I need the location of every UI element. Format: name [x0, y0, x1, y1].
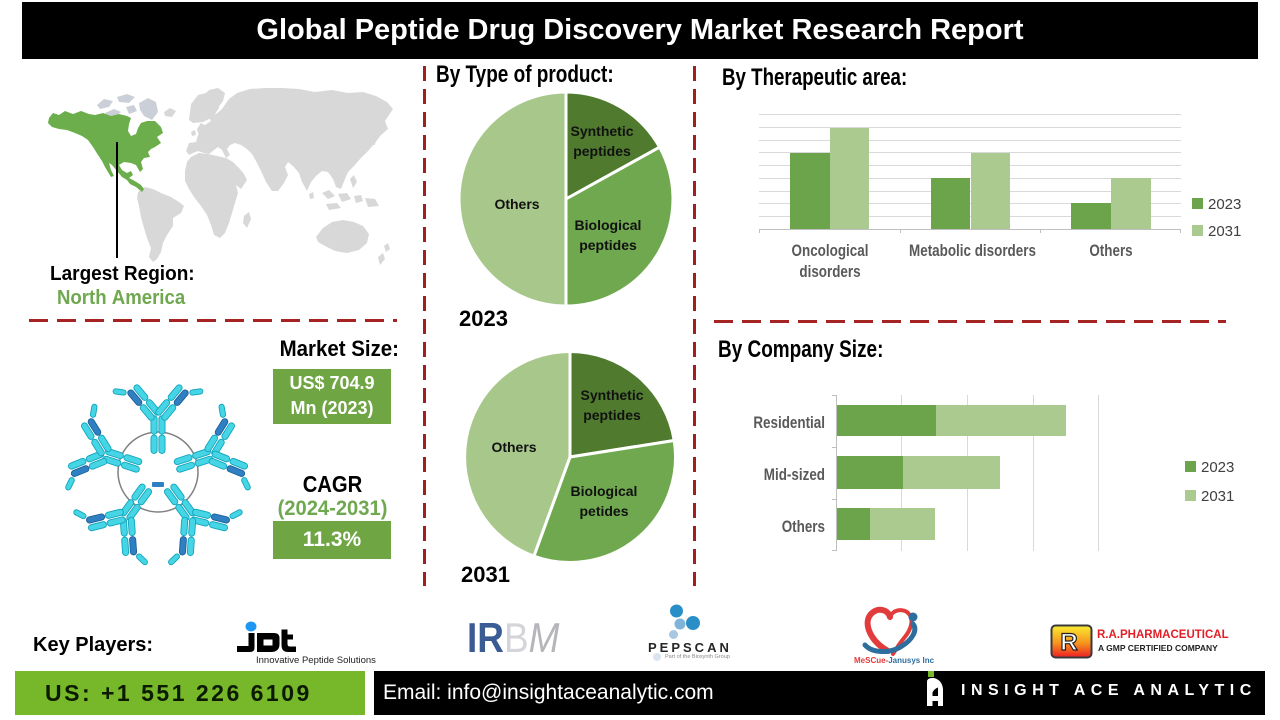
svg-text:R: R: [1060, 629, 1077, 656]
